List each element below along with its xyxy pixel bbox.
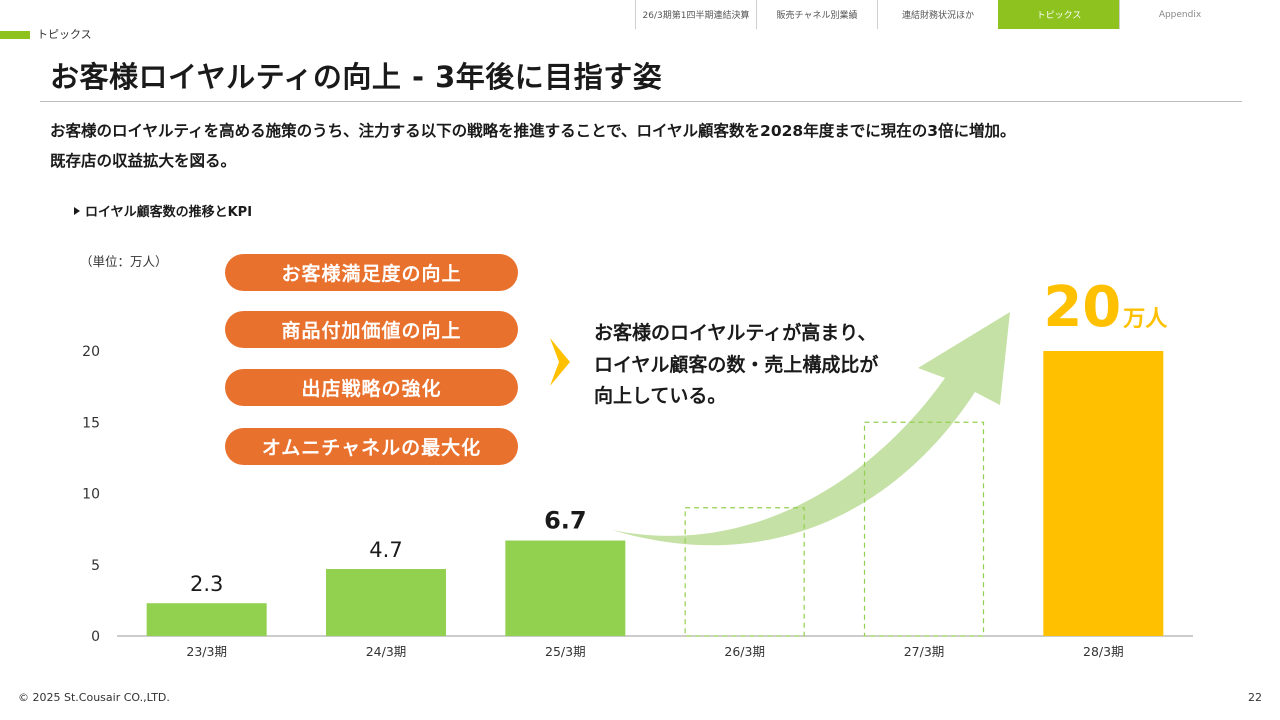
section-label: トピックス <box>37 28 92 41</box>
top-nav: 26/3期第1四半期連結決算 販売チャネル別業績 連結財務状況ほか トピックス … <box>635 0 1240 29</box>
page-number: 22 <box>1248 691 1262 704</box>
strategy-pill-omnichannel: オムニチャネルの最大化 <box>225 428 518 465</box>
chevron-right-icon <box>550 338 570 386</box>
y-tick-label: 15 <box>82 415 100 431</box>
bar-value-label: 2.3 <box>190 572 223 596</box>
target-bar <box>1043 351 1164 636</box>
x-tick-label: 27/3期 <box>904 644 945 659</box>
y-tick-label: 10 <box>82 487 100 503</box>
y-tick-label: 20 <box>82 344 100 360</box>
lead-line-1: お客様のロイヤルティを高める施策のうち、注力する以下の戦略を推進することで、ロイ… <box>50 122 1016 140</box>
title-divider <box>40 101 1242 102</box>
y-tick-label: 5 <box>91 558 100 574</box>
x-tick-label: 23/3期 <box>186 644 227 659</box>
copyright: © 2025 St.Cousair CO.,LTD. <box>18 691 170 704</box>
growth-arrow <box>612 312 1010 546</box>
strategy-pill-store-opening: 出店戦略の強化 <box>225 369 518 406</box>
bar-value-label: 4.7 <box>369 538 402 562</box>
strategy-pill-satisfaction: お客様満足度の向上 <box>225 254 518 291</box>
bars-layer <box>146 351 1164 637</box>
x-tick-label: 24/3期 <box>366 644 407 659</box>
chart-subheading: ロイヤル顧客数の推移とKPI <box>74 201 252 220</box>
tab-channel-results[interactable]: 販売チャネル別業績 <box>756 0 877 29</box>
tab-topics[interactable]: トピックス <box>998 0 1119 29</box>
projected-bar-outline <box>684 507 805 637</box>
labels-layer: 23/3期 2.3 24/3期 4.7 25/3期 6.7 26/3期 27/3期 28/3期 2… <box>186 275 1167 659</box>
data-bar <box>146 603 267 636</box>
triangle-bullet-icon <box>74 207 80 215</box>
section-marker <box>0 31 30 39</box>
tab-appendix[interactable]: Appendix <box>1119 0 1240 29</box>
bar-value-label: 6.7 <box>544 507 587 535</box>
data-bar <box>326 569 446 636</box>
target-unit: 万人 <box>1122 307 1167 332</box>
tab-q1-results[interactable]: 26/3期第1四半期連結決算 <box>635 0 756 29</box>
data-bar <box>505 540 626 636</box>
x-tick-label: 28/3期 <box>1083 644 1124 659</box>
axis-layer: 0 5 10 15 20 <box>82 344 1193 645</box>
page-title: お客様ロイヤルティの向上 - 3年後に目指す姿 <box>50 60 663 94</box>
strategy-pill-added-value: 商品付加価値の向上 <box>225 311 518 348</box>
tab-financial-status[interactable]: 連結財務状況ほか <box>877 0 998 29</box>
target-value-label: 20万人 <box>1043 275 1167 340</box>
x-tick-label: 26/3期 <box>724 644 765 659</box>
y-tick-label: 0 <box>91 629 100 645</box>
target-number: 20 <box>1043 275 1121 340</box>
callout-text: お客様のロイヤルティが高まり、 ロイヤル顧客の数・売上構成比が 向上している。 <box>594 322 879 407</box>
lead-line-2: 既存店の収益拡大を図る。 <box>50 152 237 170</box>
projected-bar-outline <box>863 421 985 637</box>
unit-label: （単位：万人） <box>80 254 168 269</box>
subheading-text: ロイヤル顧客数の推移とKPI <box>85 205 253 220</box>
x-tick-label: 25/3期 <box>545 644 586 659</box>
lead-text: お客様のロイヤルティを高める施策のうち、注力する以下の戦略を推進することで、ロイ… <box>50 116 1230 176</box>
